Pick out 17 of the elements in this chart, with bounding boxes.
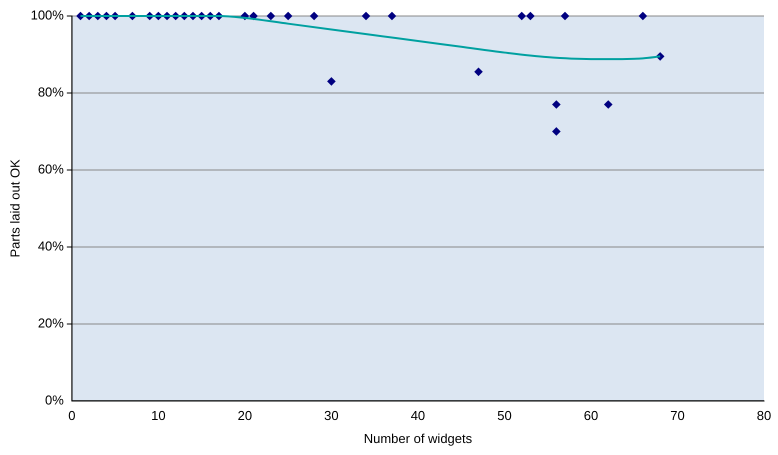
- x-tick-label: 30: [324, 408, 339, 424]
- x-tick-label: 50: [497, 408, 512, 424]
- x-tick-label: 70: [670, 408, 685, 424]
- x-tick-label: 0: [68, 408, 76, 424]
- y-tick-label: 20%: [38, 315, 64, 330]
- y-tick-label: 40%: [38, 238, 64, 254]
- x-tick-label: 10: [151, 408, 166, 424]
- y-tick-label: 0%: [45, 392, 64, 408]
- x-tick-label: 60: [584, 408, 598, 424]
- y-axis-title: Parts laid out OK: [7, 158, 22, 258]
- x-tick-label: 40: [410, 408, 426, 424]
- x-tick-label: 80: [756, 408, 772, 424]
- y-tick-label: 100%: [30, 8, 64, 23]
- y-tick-label: 80%: [38, 84, 64, 100]
- x-tick-label: 20: [238, 408, 252, 424]
- y-tick-label: 60%: [38, 162, 64, 176]
- x-axis-title: Number of widgets: [364, 430, 473, 446]
